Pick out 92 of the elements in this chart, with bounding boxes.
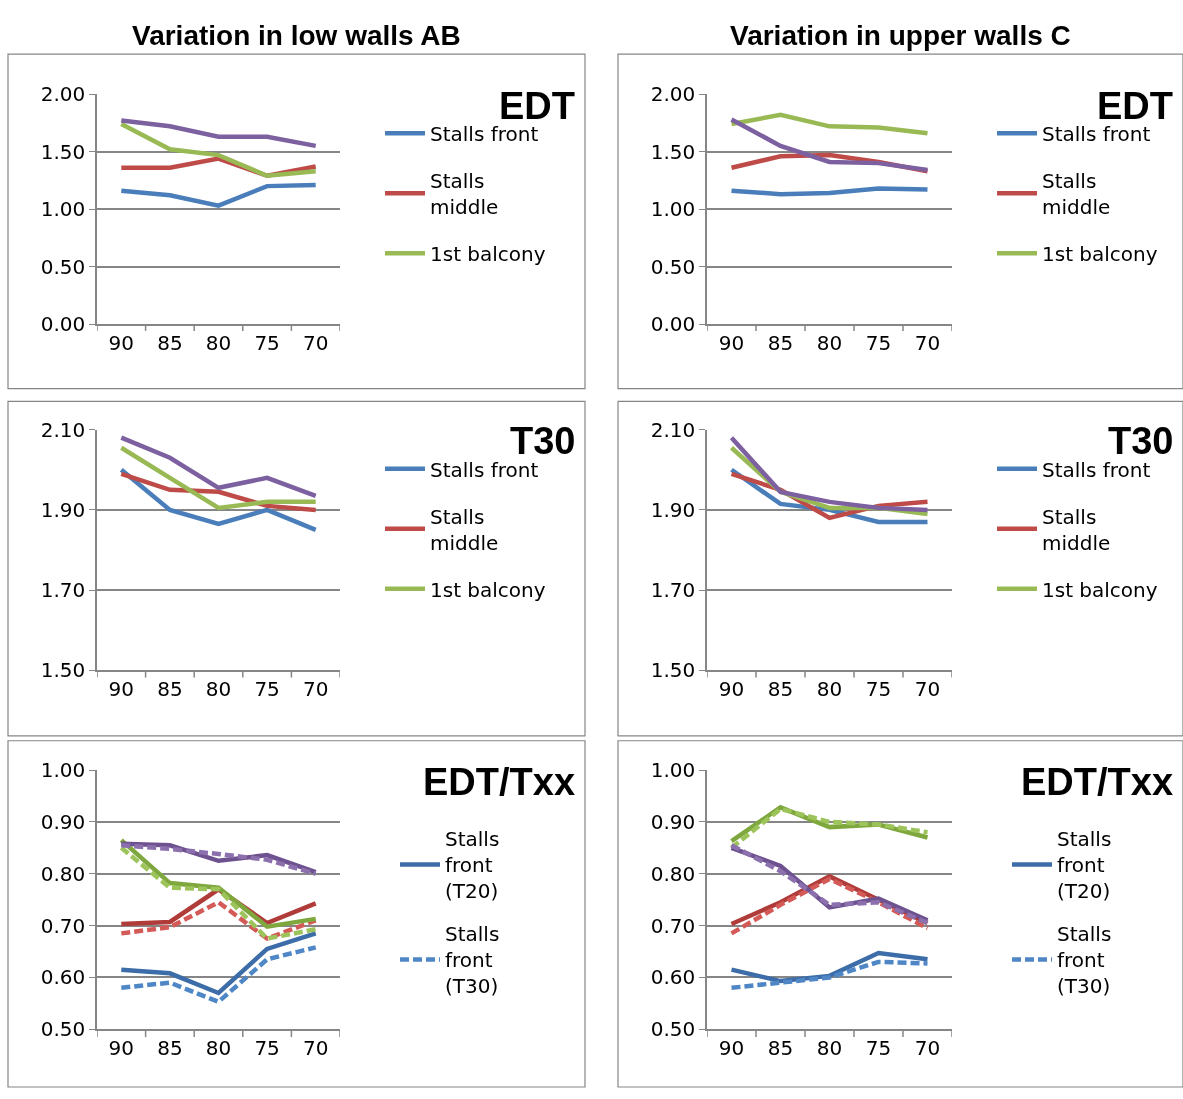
x-tick-label: 90 bbox=[718, 330, 745, 355]
y-tick-label: 1.70 bbox=[650, 578, 696, 603]
legend-label: 1st balcony bbox=[430, 577, 546, 602]
x-tick-label: 80 bbox=[205, 677, 232, 702]
text: EDT/Txx bbox=[1021, 761, 1174, 803]
y-tick-label: 0.80 bbox=[40, 861, 86, 886]
y-tick-label: 0.70 bbox=[40, 913, 86, 938]
line-series bbox=[119, 471, 318, 513]
x-tick-label: 85 bbox=[767, 677, 794, 702]
legend-label: Stalls middle bbox=[1042, 504, 1111, 555]
y-tick-label: 2.00 bbox=[40, 82, 86, 107]
x-tick-label: 70 bbox=[302, 330, 329, 355]
line-series bbox=[729, 112, 930, 136]
line-series bbox=[119, 467, 318, 533]
y-tick-label: 1.00 bbox=[40, 758, 86, 783]
x-tick-label: 70 bbox=[914, 330, 941, 355]
x-tick-label: 75 bbox=[254, 330, 280, 355]
y-tick-label: 0.00 bbox=[650, 312, 696, 337]
x-tick-label: 85 bbox=[157, 330, 183, 355]
y-tick-label: 0.80 bbox=[650, 861, 696, 886]
y-tick-label: 2.00 bbox=[650, 82, 696, 107]
x-tick-label: 85 bbox=[767, 1036, 794, 1061]
y-tick-label: 1.90 bbox=[650, 497, 696, 522]
legend-label: 1st balcony bbox=[1042, 242, 1158, 267]
x-tick-label: 80 bbox=[205, 1036, 232, 1061]
legend-label: Stalls middle bbox=[430, 169, 499, 220]
legend-label: Stalls middle bbox=[430, 504, 499, 555]
y-tick-label: 1.00 bbox=[40, 197, 86, 222]
text: EDT/Txx bbox=[423, 761, 576, 803]
line-series bbox=[119, 945, 318, 1005]
line-series bbox=[119, 435, 318, 499]
x-tick-label: 70 bbox=[302, 677, 329, 702]
legend-label: 1st balcony bbox=[430, 242, 546, 267]
y-tick-label: 2.10 bbox=[650, 417, 696, 442]
legend-label: Stalls front (T30) bbox=[1057, 922, 1112, 999]
legend-label: 1st balcony bbox=[1042, 577, 1158, 602]
line-series bbox=[729, 959, 930, 991]
y-tick-label: 0.50 bbox=[40, 1017, 86, 1042]
x-tick-label: 90 bbox=[718, 677, 745, 702]
y-tick-label: 0.90 bbox=[40, 809, 86, 834]
x-tick-label: 80 bbox=[816, 330, 843, 355]
line-series bbox=[119, 121, 318, 179]
y-tick-label: 1.00 bbox=[650, 197, 696, 222]
legend-label: Stalls middle bbox=[1042, 169, 1111, 220]
x-tick-label: 70 bbox=[914, 677, 941, 702]
legend-label: Stalls front (T20) bbox=[1057, 827, 1112, 904]
y-tick-label: 0.60 bbox=[650, 965, 696, 990]
y-tick-label: 1.70 bbox=[40, 578, 86, 603]
line-series bbox=[729, 117, 930, 173]
x-tick-label: 75 bbox=[865, 1036, 892, 1061]
x-tick-label: 85 bbox=[157, 677, 183, 702]
line-series bbox=[119, 182, 318, 208]
chart-title: Variation in upper walls C bbox=[730, 20, 1071, 51]
x-tick-label: 90 bbox=[718, 1036, 745, 1061]
y-tick-label: 1.90 bbox=[40, 497, 86, 522]
line-series bbox=[729, 876, 930, 936]
legend-label: Stalls front (T30) bbox=[445, 922, 500, 999]
x-tick-label: 80 bbox=[816, 677, 843, 702]
y-tick-label: 1.50 bbox=[40, 139, 86, 164]
x-tick-label: 75 bbox=[254, 1036, 280, 1061]
x-tick-label: 75 bbox=[254, 677, 280, 702]
y-tick-label: 0.50 bbox=[650, 1017, 696, 1042]
line-series bbox=[729, 435, 930, 513]
legend-label: Stalls front (T20) bbox=[445, 827, 500, 904]
line-series bbox=[119, 900, 318, 941]
x-tick-label: 90 bbox=[108, 1036, 135, 1061]
line-series bbox=[119, 931, 318, 996]
y-tick-label: 2.10 bbox=[40, 417, 86, 442]
y-tick-label: 1.00 bbox=[650, 758, 696, 783]
x-tick-label: 85 bbox=[157, 1036, 183, 1061]
line-series bbox=[119, 445, 318, 511]
x-tick-label: 85 bbox=[767, 330, 794, 355]
x-tick-label: 75 bbox=[865, 677, 892, 702]
y-tick-label: 0.90 bbox=[650, 809, 696, 834]
y-tick-label: 0.50 bbox=[40, 254, 86, 279]
y-tick-label: 1.50 bbox=[40, 658, 86, 683]
x-tick-label: 80 bbox=[205, 330, 232, 355]
y-tick-label: 0.00 bbox=[40, 312, 86, 337]
y-tick-label: 0.70 bbox=[650, 913, 696, 938]
chart-title: Variation in low walls AB bbox=[132, 20, 461, 51]
x-tick-label: 70 bbox=[914, 1036, 941, 1061]
y-tick-label: 0.50 bbox=[650, 254, 696, 279]
x-tick-label: 75 bbox=[865, 330, 892, 355]
line-series bbox=[119, 118, 318, 149]
x-tick-label: 70 bbox=[302, 1036, 329, 1061]
x-tick-label: 80 bbox=[816, 1036, 843, 1061]
y-tick-label: 0.60 bbox=[40, 965, 86, 990]
y-tick-label: 1.50 bbox=[650, 139, 696, 164]
x-tick-label: 90 bbox=[108, 677, 135, 702]
y-tick-label: 1.50 bbox=[650, 658, 696, 683]
line-series bbox=[119, 845, 318, 941]
x-tick-label: 90 bbox=[108, 330, 135, 355]
